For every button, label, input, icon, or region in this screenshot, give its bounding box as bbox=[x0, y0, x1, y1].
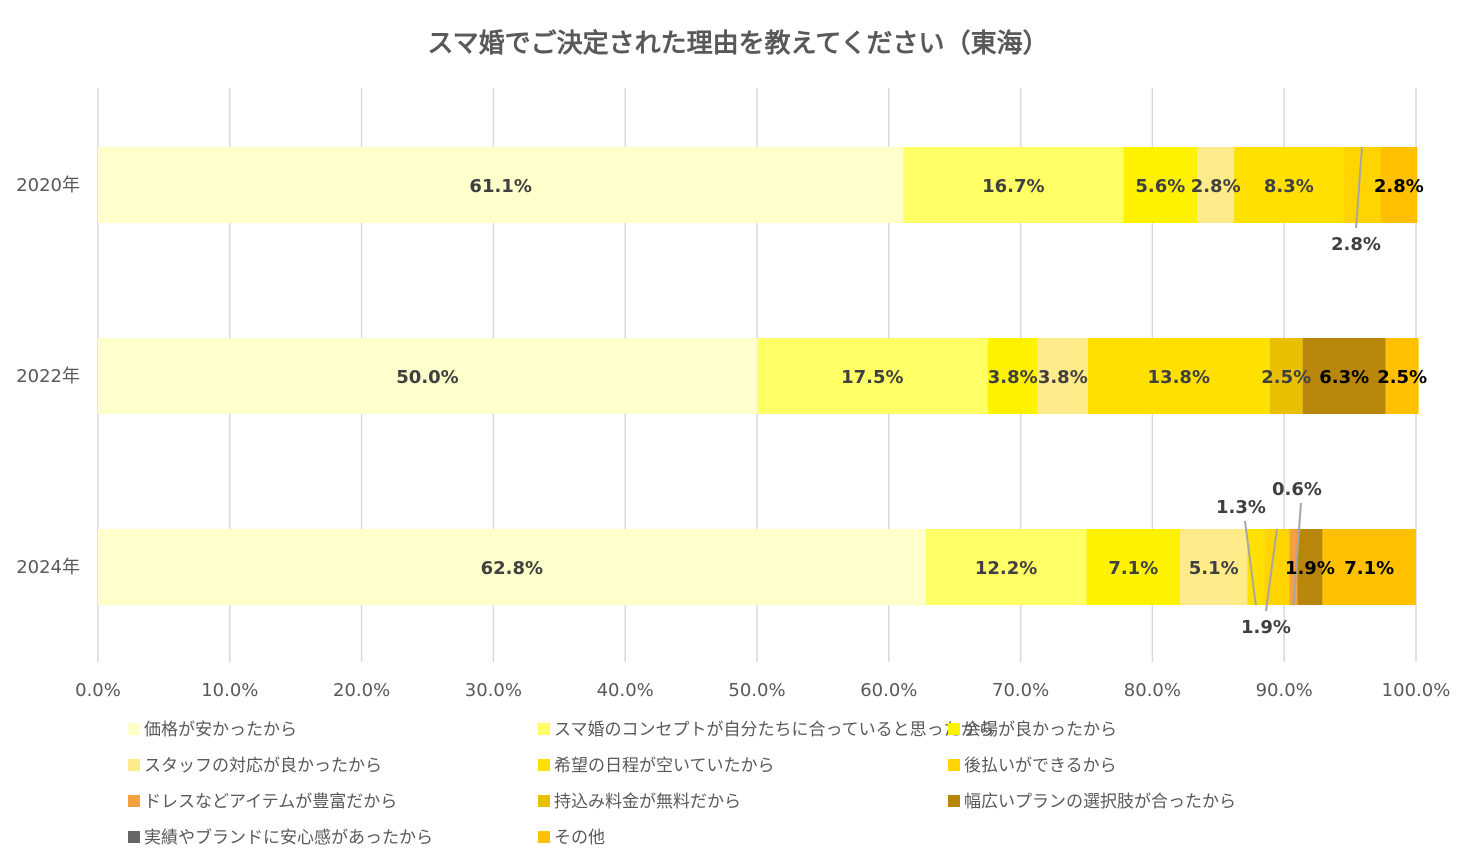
data-label: 2.5% bbox=[1377, 367, 1427, 388]
data-label: 1.9% bbox=[1241, 617, 1291, 638]
data-label: 6.3% bbox=[1319, 367, 1369, 388]
data-label: 12.2% bbox=[975, 558, 1037, 579]
x-tick-label: 10.0% bbox=[201, 680, 258, 701]
legend-item-label: スタッフの対応が良かったから bbox=[144, 756, 382, 776]
x-tick-label: 70.0% bbox=[992, 680, 1049, 701]
x-tick-label: 0.0% bbox=[75, 680, 121, 701]
x-tick-label: 20.0% bbox=[333, 680, 390, 701]
legend-item-label: 持込み料金が無料だから bbox=[554, 792, 741, 812]
x-tick-label: 30.0% bbox=[465, 680, 522, 701]
bar-segment bbox=[1302, 338, 1386, 414]
bar-segment bbox=[1234, 147, 1344, 223]
legend-swatch bbox=[948, 795, 960, 807]
legend-swatch bbox=[538, 795, 550, 807]
legend-swatch bbox=[128, 831, 140, 843]
bar-segment bbox=[1180, 529, 1248, 605]
chart-title: スマ婚でご決定された理由を教えてください（東海） bbox=[427, 28, 1048, 59]
legend: 価格が安かったから スマ婚のコンセプトが自分たちに合っていると思ったから会場が良か… bbox=[128, 720, 1236, 848]
bar-segment bbox=[1123, 147, 1198, 223]
legend-item-label: 後払いができるから bbox=[964, 756, 1117, 776]
bar-segment bbox=[1322, 529, 1416, 605]
bar-segment bbox=[1297, 529, 1323, 605]
bar-segment bbox=[757, 338, 988, 414]
data-label: 2.8% bbox=[1331, 234, 1381, 255]
data-label: 5.6% bbox=[1135, 176, 1185, 197]
legend-item-label: 実績やブランドに安心感があったから bbox=[144, 827, 433, 848]
data-labels: 61.1% 16.7% 5.6% 2.8% 8.3% 2.8% 2.8% 50.0% 17.5%… bbox=[396, 176, 1427, 638]
bar-segment bbox=[98, 147, 904, 223]
leader-line bbox=[1244, 520, 1257, 606]
data-label: 61.1% bbox=[469, 176, 531, 197]
bar-segment bbox=[98, 338, 757, 414]
data-label: 50.0% bbox=[396, 367, 458, 388]
bar-segment bbox=[903, 147, 1124, 223]
legend-item-label: スマ婚のコンセプトが自分たちに合っていると思ったから bbox=[554, 720, 995, 740]
data-label: 2.8% bbox=[1191, 176, 1241, 197]
legend-swatch bbox=[128, 759, 140, 771]
bar-segment bbox=[98, 529, 926, 605]
data-label: 2.5% bbox=[1261, 367, 1311, 388]
legend-swatch bbox=[948, 759, 960, 771]
data-label: 0.6% bbox=[1272, 479, 1322, 500]
data-label: 5.1% bbox=[1189, 558, 1239, 579]
bar-segment bbox=[1385, 338, 1419, 414]
bar-segment bbox=[925, 529, 1087, 605]
bar-segment bbox=[1269, 338, 1303, 414]
legend-item-label: 価格が安かったから bbox=[144, 720, 297, 740]
legend-swatch bbox=[538, 831, 550, 843]
legend-item-label: その他 bbox=[554, 828, 605, 848]
leader-line bbox=[1292, 502, 1302, 606]
x-tick-label: 50.0% bbox=[728, 680, 785, 701]
legend-item-label: 幅広いプランの選択肢が合ったから bbox=[964, 792, 1236, 812]
legend-swatch bbox=[538, 759, 550, 771]
data-label: 7.1% bbox=[1344, 558, 1394, 579]
bar-segment bbox=[1197, 147, 1235, 223]
bar-segment bbox=[987, 338, 1038, 414]
leader-line bbox=[1265, 528, 1278, 612]
data-label: 16.7% bbox=[982, 176, 1044, 197]
data-label: 7.1% bbox=[1108, 558, 1158, 579]
legend-swatch bbox=[128, 795, 140, 807]
bar-segment bbox=[1087, 338, 1270, 414]
x-axis: 0.0% 10.0% 20.0% 30.0% 40.0% 50.0% 60.0% 70.0% 8… bbox=[75, 680, 1450, 701]
x-tick-label: 40.0% bbox=[597, 680, 654, 701]
bar-segment bbox=[1086, 529, 1181, 605]
data-label: 3.8% bbox=[988, 367, 1038, 388]
y-axis: 2020年 2022年 2024年 bbox=[16, 175, 80, 578]
data-label: 8.3% bbox=[1264, 176, 1314, 197]
data-label: 17.5% bbox=[841, 367, 903, 388]
x-tick-label: 60.0% bbox=[860, 680, 917, 701]
bar-segment bbox=[1289, 529, 1298, 605]
data-label: 1.3% bbox=[1216, 497, 1266, 518]
legend-item-label: ドレスなどアイテムが豊富だから bbox=[144, 792, 397, 812]
y-tick-label: 2024年 bbox=[16, 557, 80, 578]
bar-segment bbox=[1380, 147, 1418, 223]
y-tick-label: 2020年 bbox=[16, 175, 80, 196]
leader-line bbox=[1355, 146, 1363, 229]
bars bbox=[98, 147, 1419, 605]
x-tick-label: 90.0% bbox=[1256, 680, 1313, 701]
legend-item-label: 希望の日程が空いていたから bbox=[554, 756, 775, 776]
x-tick-label: 80.0% bbox=[1124, 680, 1181, 701]
legend-item-label: 会場が良かったから bbox=[964, 720, 1117, 740]
legend-swatch bbox=[948, 723, 960, 735]
data-label: 3.8% bbox=[1038, 367, 1088, 388]
y-tick-label: 2022年 bbox=[16, 366, 80, 387]
legend-swatch bbox=[128, 723, 140, 735]
bar-segment bbox=[1037, 338, 1088, 414]
data-label: 62.8% bbox=[481, 558, 543, 579]
legend-swatch bbox=[538, 723, 550, 735]
data-label: 13.8% bbox=[1148, 367, 1210, 388]
x-tick-label: 100.0% bbox=[1382, 680, 1451, 701]
data-label: 2.8% bbox=[1374, 176, 1424, 197]
leader-lines bbox=[1244, 146, 1363, 612]
data-label: 1.9% bbox=[1285, 558, 1335, 579]
bar-segment bbox=[1247, 529, 1265, 605]
